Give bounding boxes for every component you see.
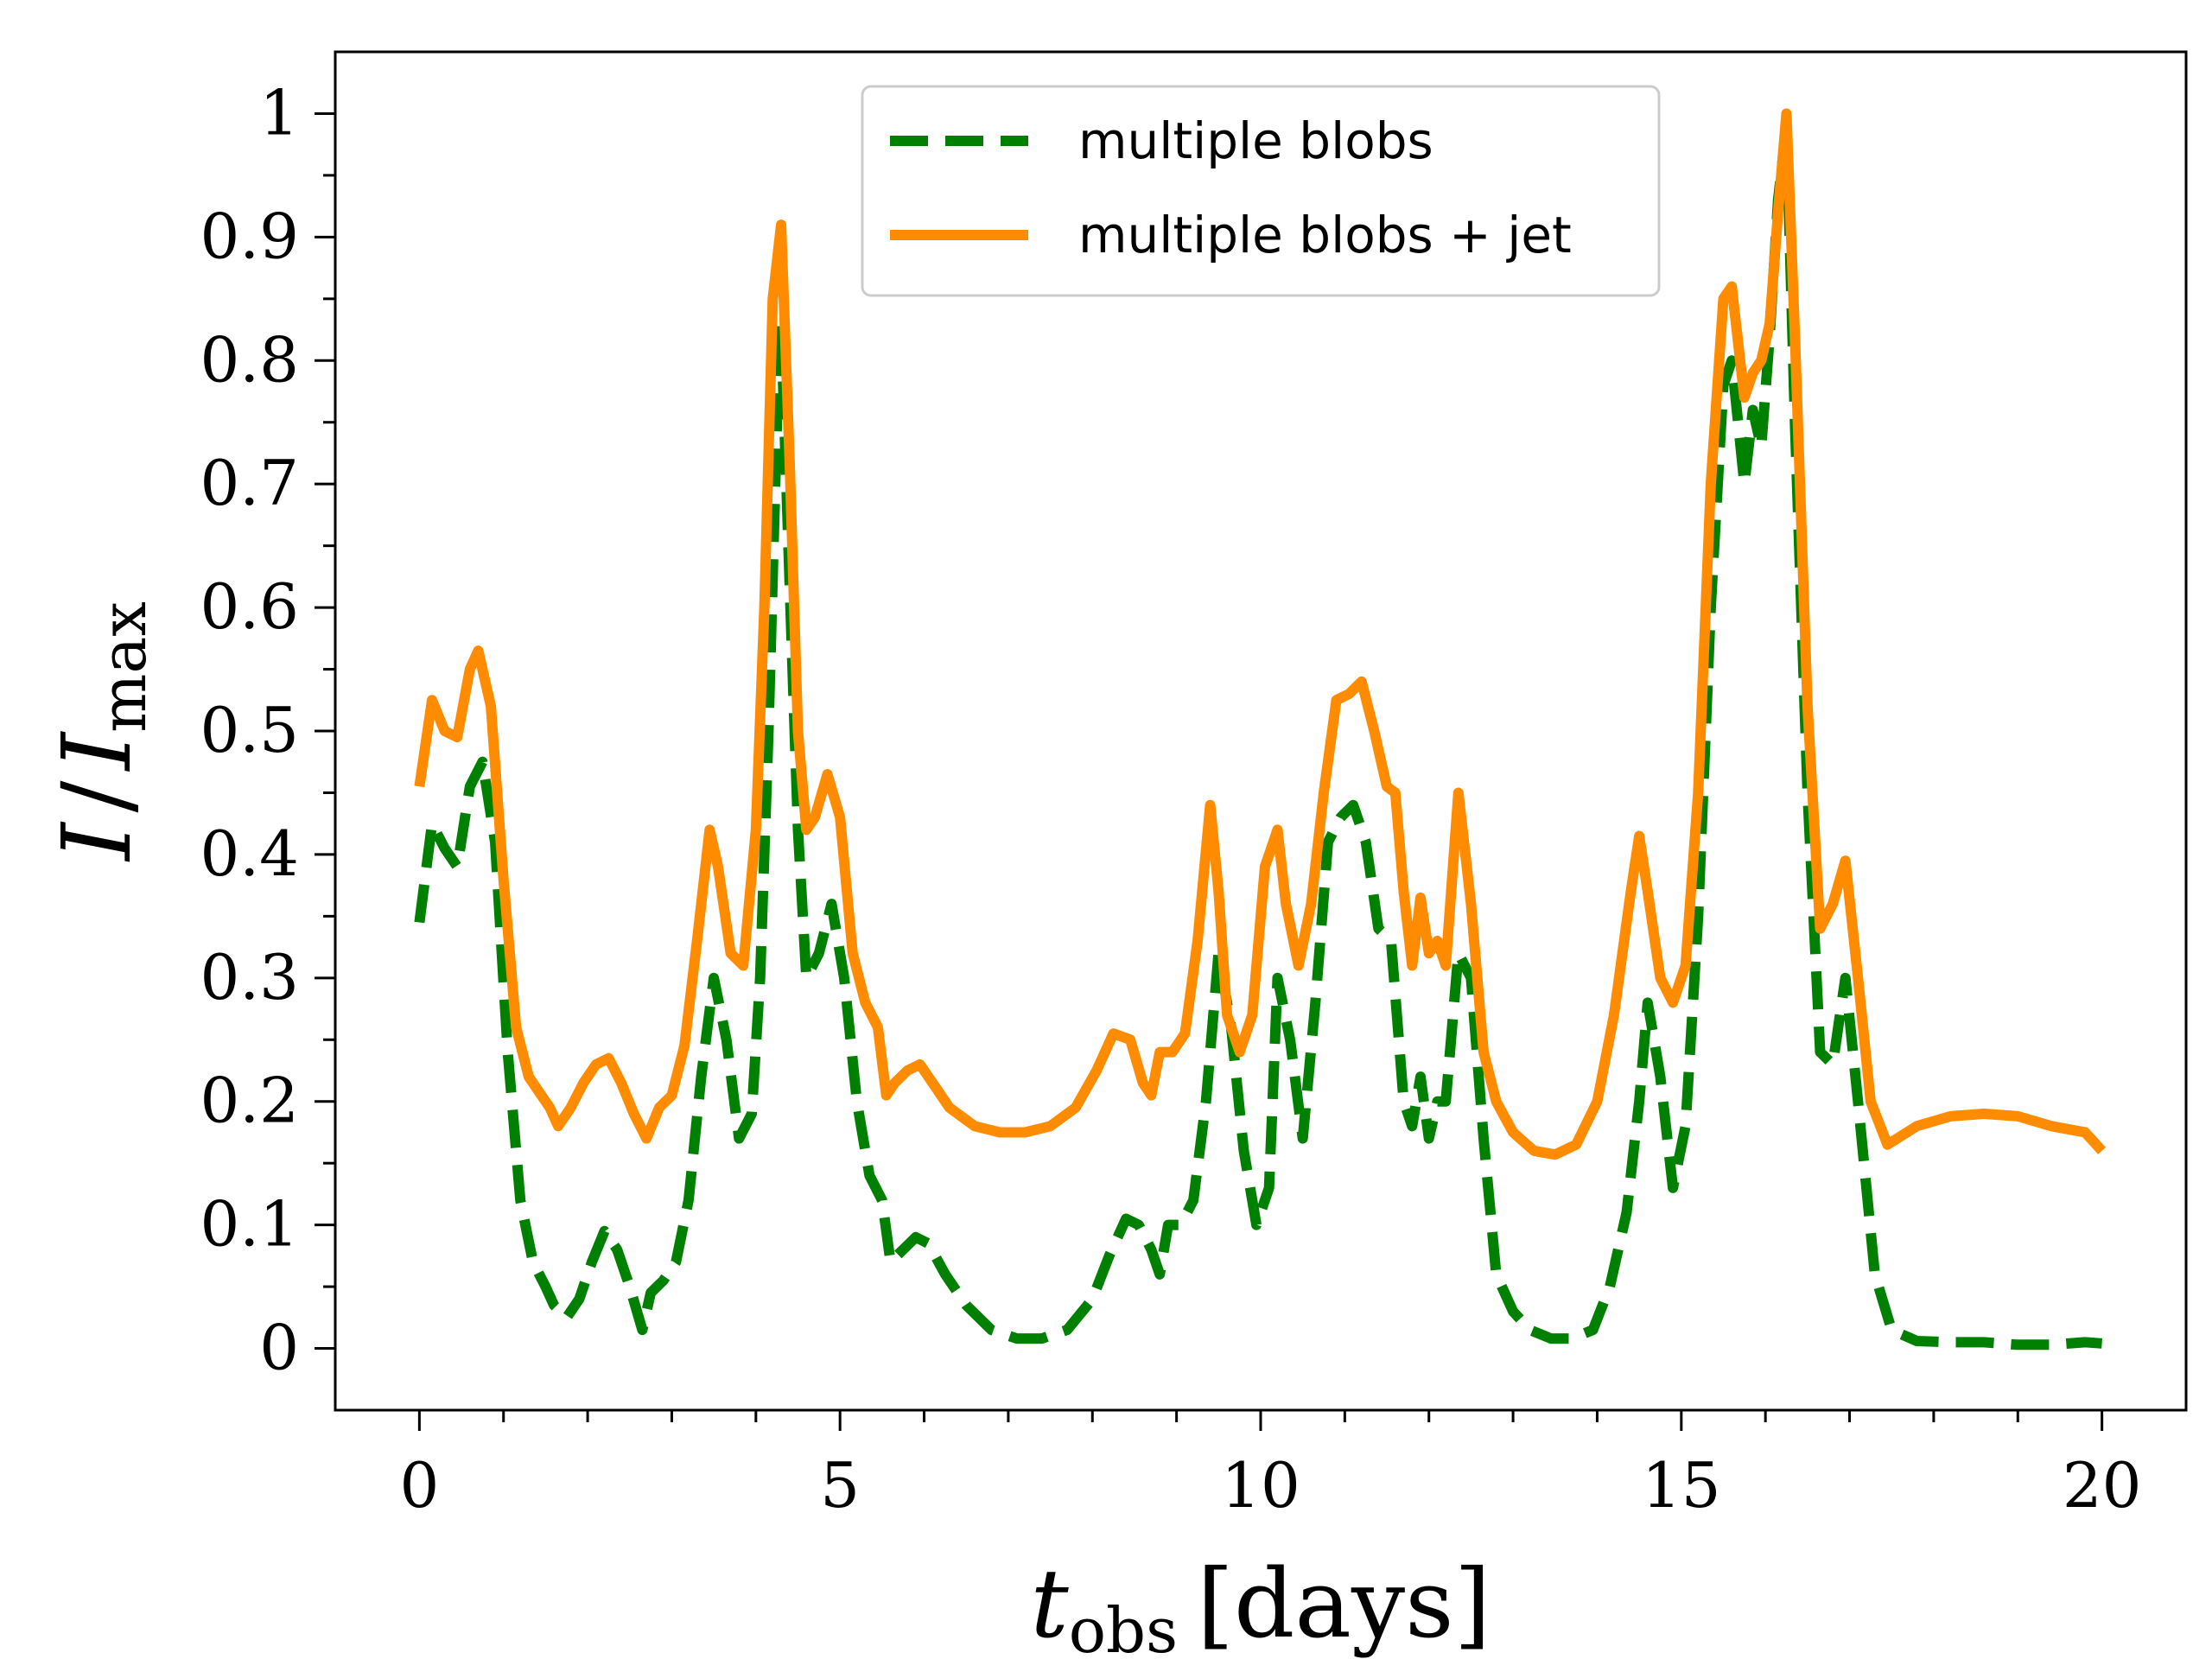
y-tick-label-0.6: 0.6 <box>200 570 299 643</box>
series-layer <box>414 108 2107 1351</box>
y-tick-label-0.8: 0.8 <box>200 323 299 396</box>
y-tick-label-0.9: 0.9 <box>200 200 299 272</box>
y-axis-var: I <box>41 821 152 862</box>
y-axis-title: I / Imax <box>41 601 160 862</box>
legend-label-multiple-blobs: multiple blobs <box>1078 111 1433 170</box>
y-tick-label-0.7: 0.7 <box>200 447 299 519</box>
y-tick-label-0.2: 0.2 <box>200 1065 299 1137</box>
x-tick-label-5: 5 <box>820 1449 860 1522</box>
y-tick-label-1: 1 <box>259 76 299 149</box>
legend: multiple blobs multiple blobs + jet <box>861 85 1661 297</box>
x-tick-label-20: 20 <box>2063 1449 2142 1522</box>
y-tick-label-0.5: 0.5 <box>200 694 299 766</box>
x-tick-label-0: 0 <box>399 1449 439 1522</box>
legend-box <box>861 85 1661 297</box>
y-tick-label-0.1: 0.1 <box>200 1188 299 1261</box>
series-line-multiple-blobs-jet <box>414 108 2107 1160</box>
x-tick-label-15: 15 <box>1642 1449 1721 1522</box>
x-axis-var: t <box>1030 1548 1069 1659</box>
y-tick-label-0.4: 0.4 <box>200 817 299 890</box>
y-axis-sub: max <box>87 601 160 733</box>
legend-label-multiple-blobs-jet: multiple blobs + jet <box>1078 206 1572 264</box>
y-tick-label-0: 0 <box>259 1312 299 1384</box>
y-axis-sep: / <box>41 779 152 812</box>
x-tick-label-10: 10 <box>1221 1449 1300 1522</box>
x-axis-title: tobs [days] <box>1030 1548 1491 1659</box>
series-line-multiple-blobs <box>414 120 2103 1351</box>
y-tick-label-0.3: 0.3 <box>200 941 299 1014</box>
x-axis-unit: [days] <box>1197 1548 1491 1659</box>
ticks-layer: 0 5 10 15 20 0 0.1 0.2 0.3 0.4 0.5 0.6 0.7 0.8 0.9 1 <box>200 76 2141 1522</box>
x-axis-sub: obs <box>1069 1594 1178 1659</box>
y-axis-var2: I <box>41 730 152 772</box>
